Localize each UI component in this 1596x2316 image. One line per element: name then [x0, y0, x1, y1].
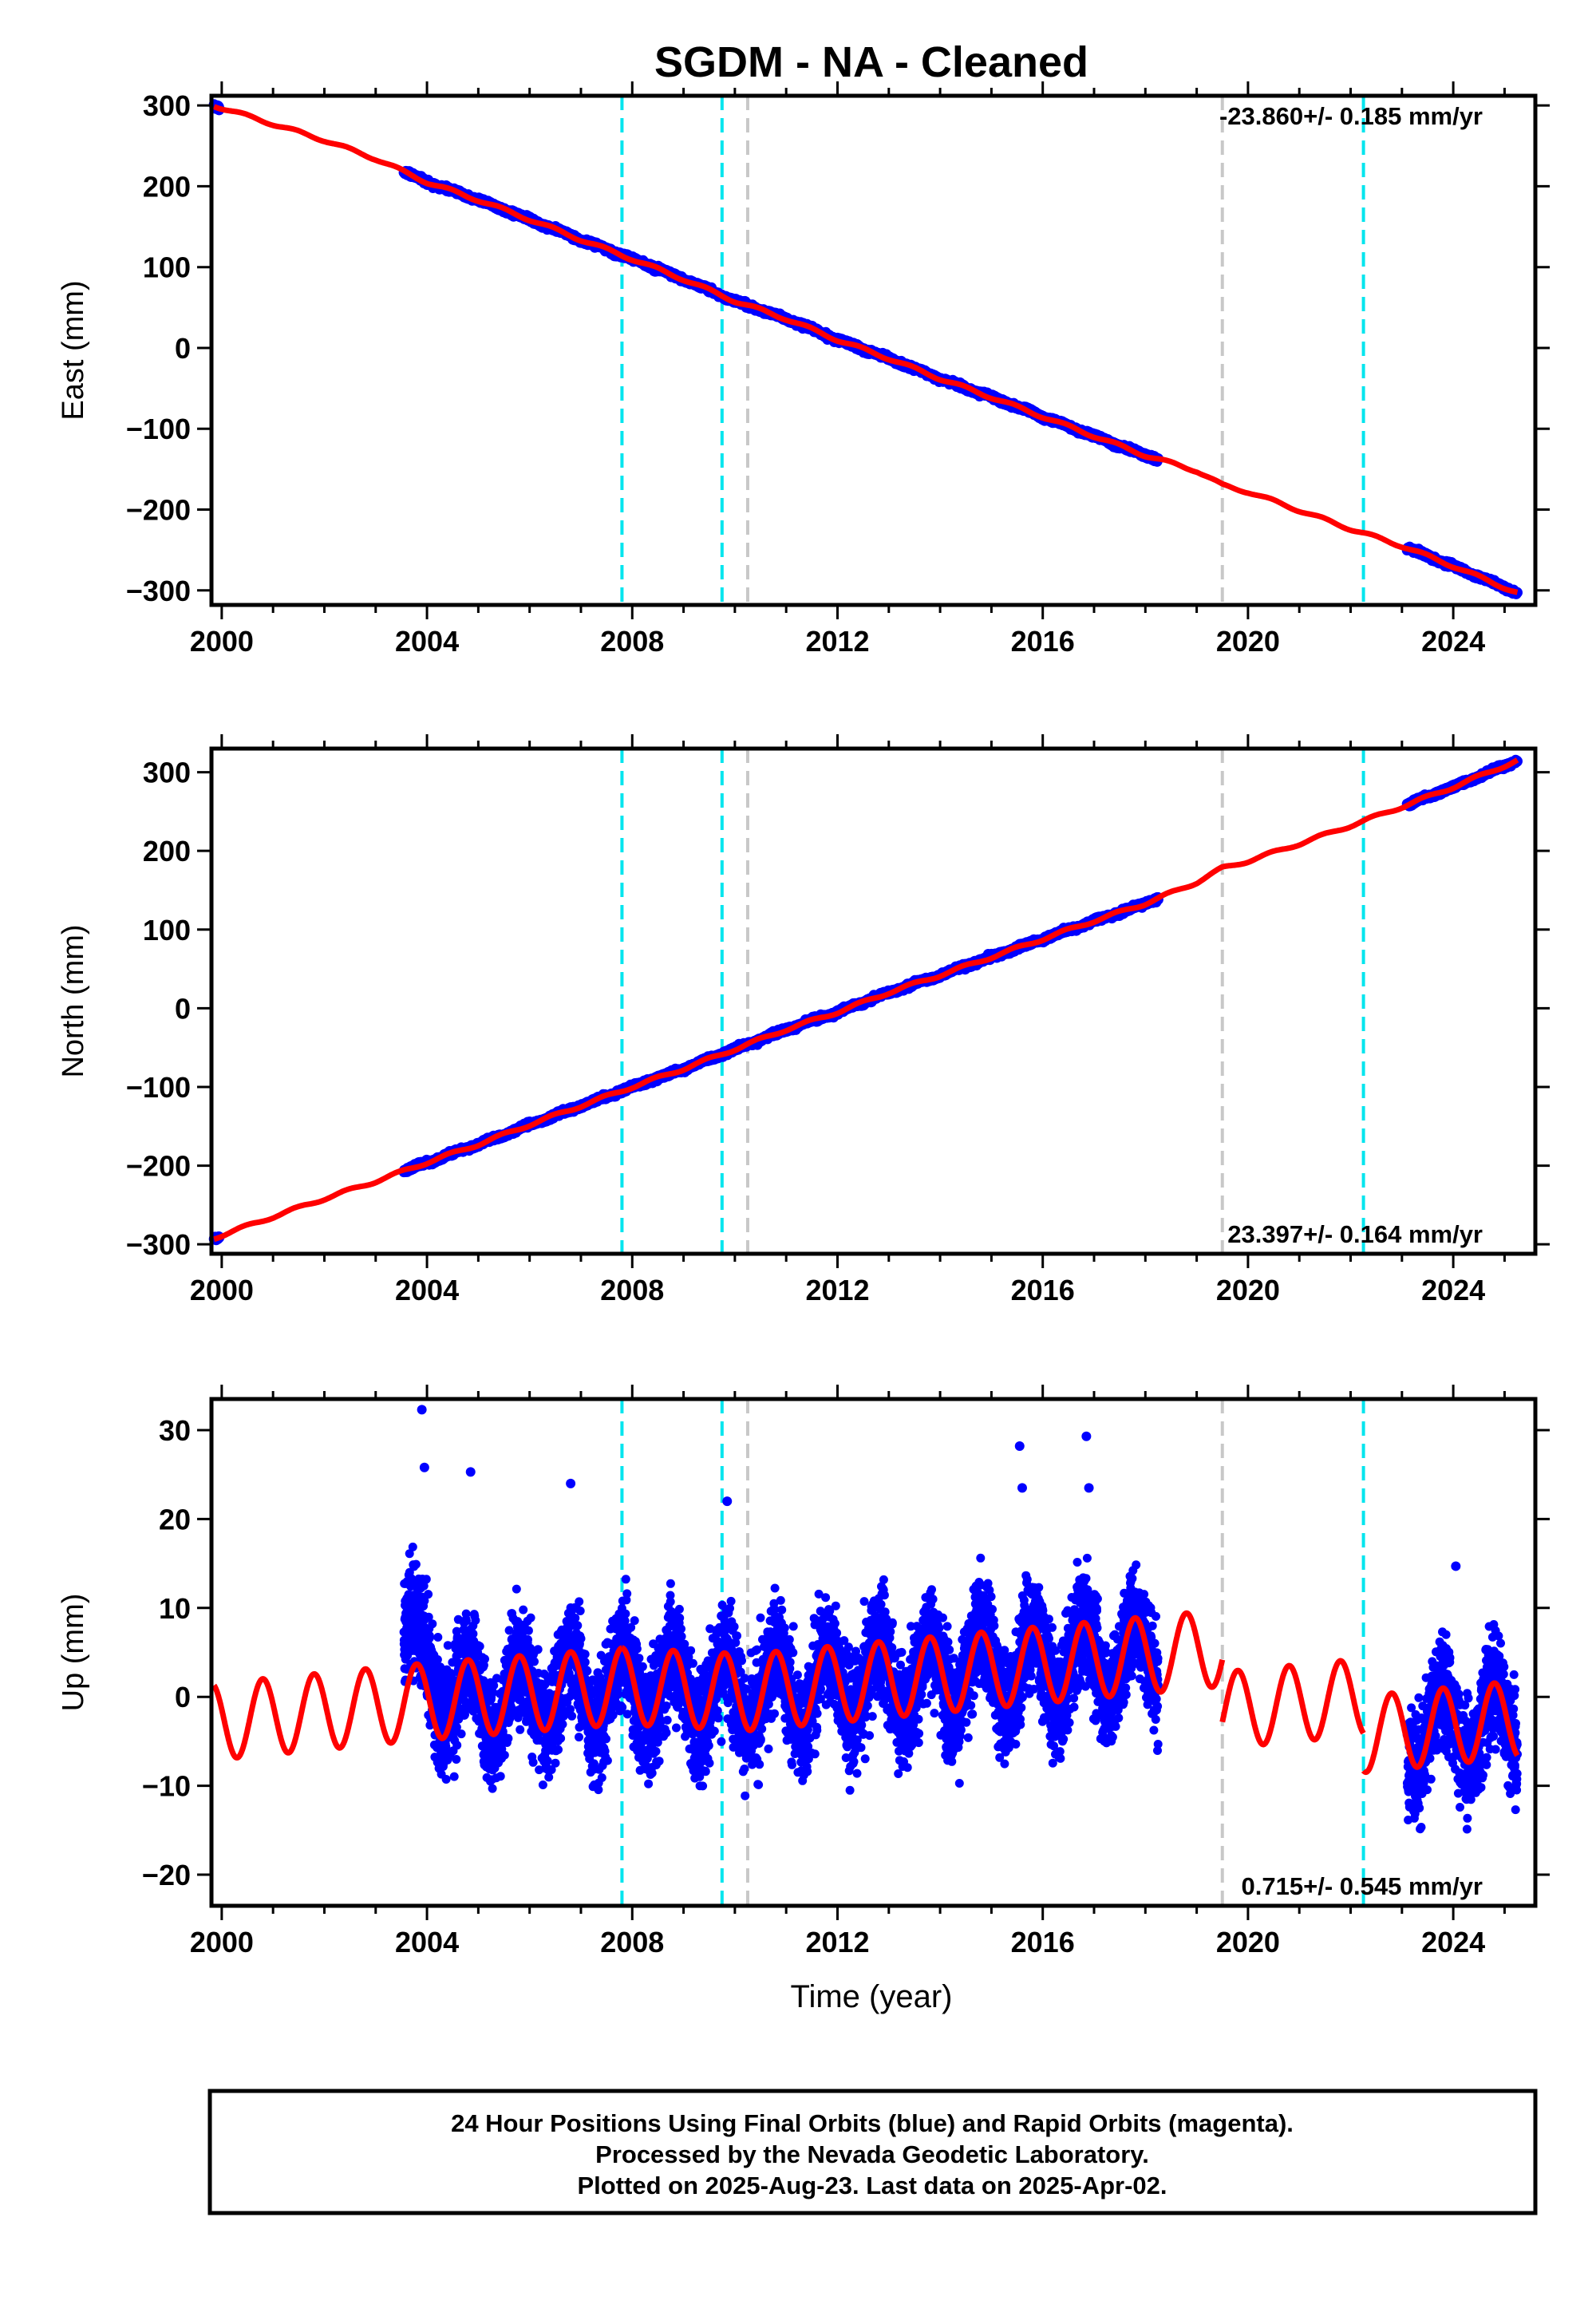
x-tick-label: 2016 [1011, 625, 1075, 658]
east-panel: 2000 2004 2008 2012 2016 2020 2024 300 200 100 0 −1… [57, 81, 1550, 658]
x-tick-label: 2020 [1216, 625, 1280, 658]
x-tick-label: 2000 [190, 625, 254, 658]
y-tick-label: 100 [143, 251, 191, 284]
y-tick-label: −100 [126, 413, 191, 445]
y-axis-label: East (mm) [57, 280, 90, 420]
chart-title: SGDM - NA - Cleaned [654, 38, 1088, 86]
x-tick-label: 2008 [600, 625, 664, 658]
y-tick-label: −200 [126, 494, 191, 527]
y-tick-label: 0 [175, 332, 191, 365]
x-tick-label: 2004 [395, 625, 459, 658]
y-tick-label: 300 [143, 89, 191, 122]
y-tick-label: −300 [126, 575, 191, 607]
y-tick-label: 200 [143, 170, 191, 203]
x-tick-label: 2012 [805, 625, 869, 658]
rate-label: -23.860+/- 0.185 mm/yr [1219, 102, 1483, 130]
north-panel: 2000 2004 2008 2012 2016 2020 20243002001000−1… [57, 734, 1550, 1306]
x-tick-label: 2024 [1421, 625, 1485, 658]
